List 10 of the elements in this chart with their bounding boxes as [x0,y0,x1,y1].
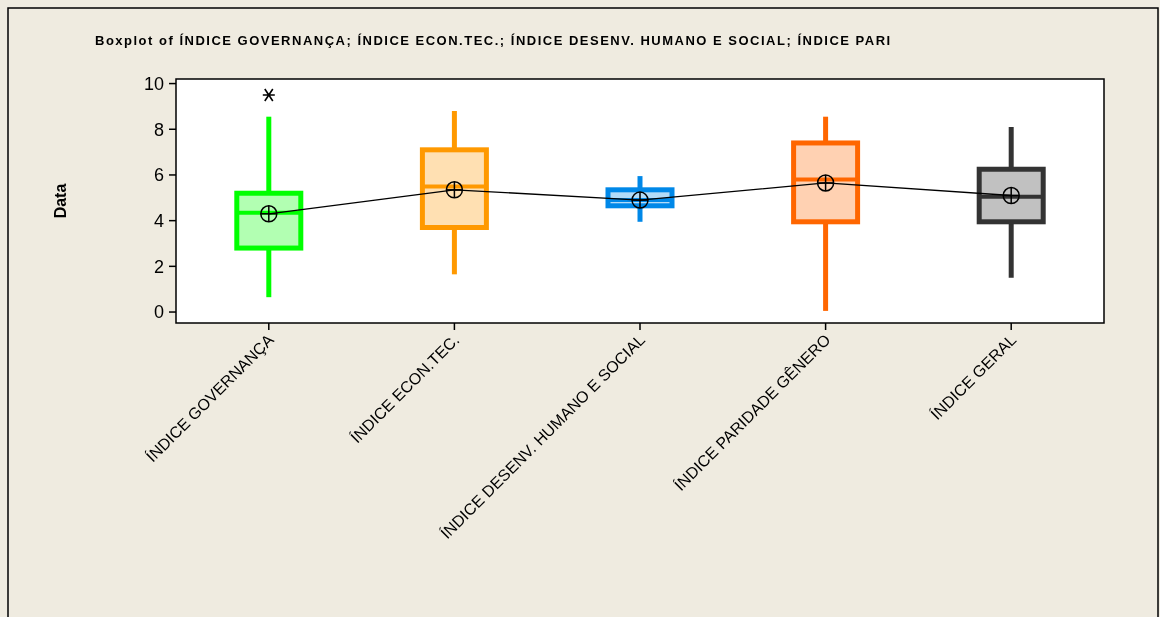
y-tick-label: 4 [153,210,164,231]
y-tick-label: 6 [153,165,164,186]
y-tick-label: 0 [153,302,164,323]
y-tick-label: 2 [153,256,164,277]
y-axis-title: Data [52,183,69,219]
chart-title: Boxplot of ÍNDICE GOVERNANÇA; ÍNDICE ECON.TEC.; ÍNDICE DESENV. HUMANO E SOCIAL; ÍNDICE PARI [95,33,892,48]
y-tick-label: 10 [143,73,164,94]
point [445,181,464,199]
point [816,174,835,192]
y-tick-label: 8 [153,119,164,140]
